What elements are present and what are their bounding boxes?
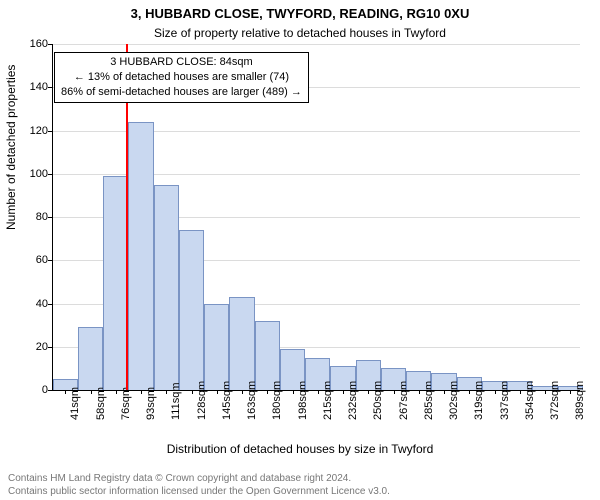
histogram-bar: [204, 304, 229, 391]
x-tick-label: 76sqm: [120, 387, 132, 420]
x-tick-label: 41sqm: [69, 387, 81, 420]
plot-area: 02040608010012014016041sqm58sqm76sqm93sq…: [52, 44, 580, 390]
y-tick-label: 40: [36, 298, 48, 310]
histogram-bar: [78, 327, 103, 390]
annotation-line-2: ← 13% of detached houses are smaller (74…: [61, 70, 302, 85]
x-axis-line: [52, 390, 580, 391]
annotation-line-1: 3 HUBBARD CLOSE: 84sqm: [61, 55, 302, 70]
footer-attribution: Contains HM Land Registry data © Crown c…: [8, 473, 592, 498]
grid-line: [52, 44, 580, 45]
chart-title: 3, HUBBARD CLOSE, TWYFORD, READING, RG10…: [0, 6, 600, 21]
histogram-bar: [154, 185, 179, 390]
footer-line-2: Contains public sector information licen…: [8, 486, 592, 499]
y-tick-label: 120: [30, 125, 48, 137]
y-tick-label: 160: [30, 38, 48, 50]
histogram-bar: [255, 321, 280, 390]
x-tick-label: 93sqm: [145, 387, 157, 420]
y-axis-label: Number of detached properties: [4, 65, 18, 230]
y-tick-label: 100: [30, 168, 48, 180]
x-tick-label: 58sqm: [95, 387, 107, 420]
histogram-bar: [128, 122, 153, 390]
x-tick-label: 389sqm: [574, 381, 586, 420]
annotation-line-3: 86% of semi-detached houses are larger (…: [61, 85, 302, 100]
annotation-box: 3 HUBBARD CLOSE: 84sqm← 13% of detached …: [54, 52, 309, 103]
y-tick-label: 140: [30, 81, 48, 93]
chart-container: 3, HUBBARD CLOSE, TWYFORD, READING, RG10…: [0, 0, 600, 500]
y-axis-line: [52, 44, 53, 390]
y-tick-label: 20: [36, 341, 48, 353]
footer-line-1: Contains HM Land Registry data © Crown c…: [8, 473, 592, 486]
y-tick-label: 80: [36, 211, 48, 223]
y-tick-label: 60: [36, 254, 48, 266]
y-tick-label: 0: [42, 384, 48, 396]
histogram-bar: [179, 230, 204, 390]
chart-subtitle: Size of property relative to detached ho…: [0, 26, 600, 40]
histogram-bar: [103, 176, 128, 390]
histogram-bar: [229, 297, 254, 390]
x-axis-label: Distribution of detached houses by size …: [0, 442, 600, 456]
